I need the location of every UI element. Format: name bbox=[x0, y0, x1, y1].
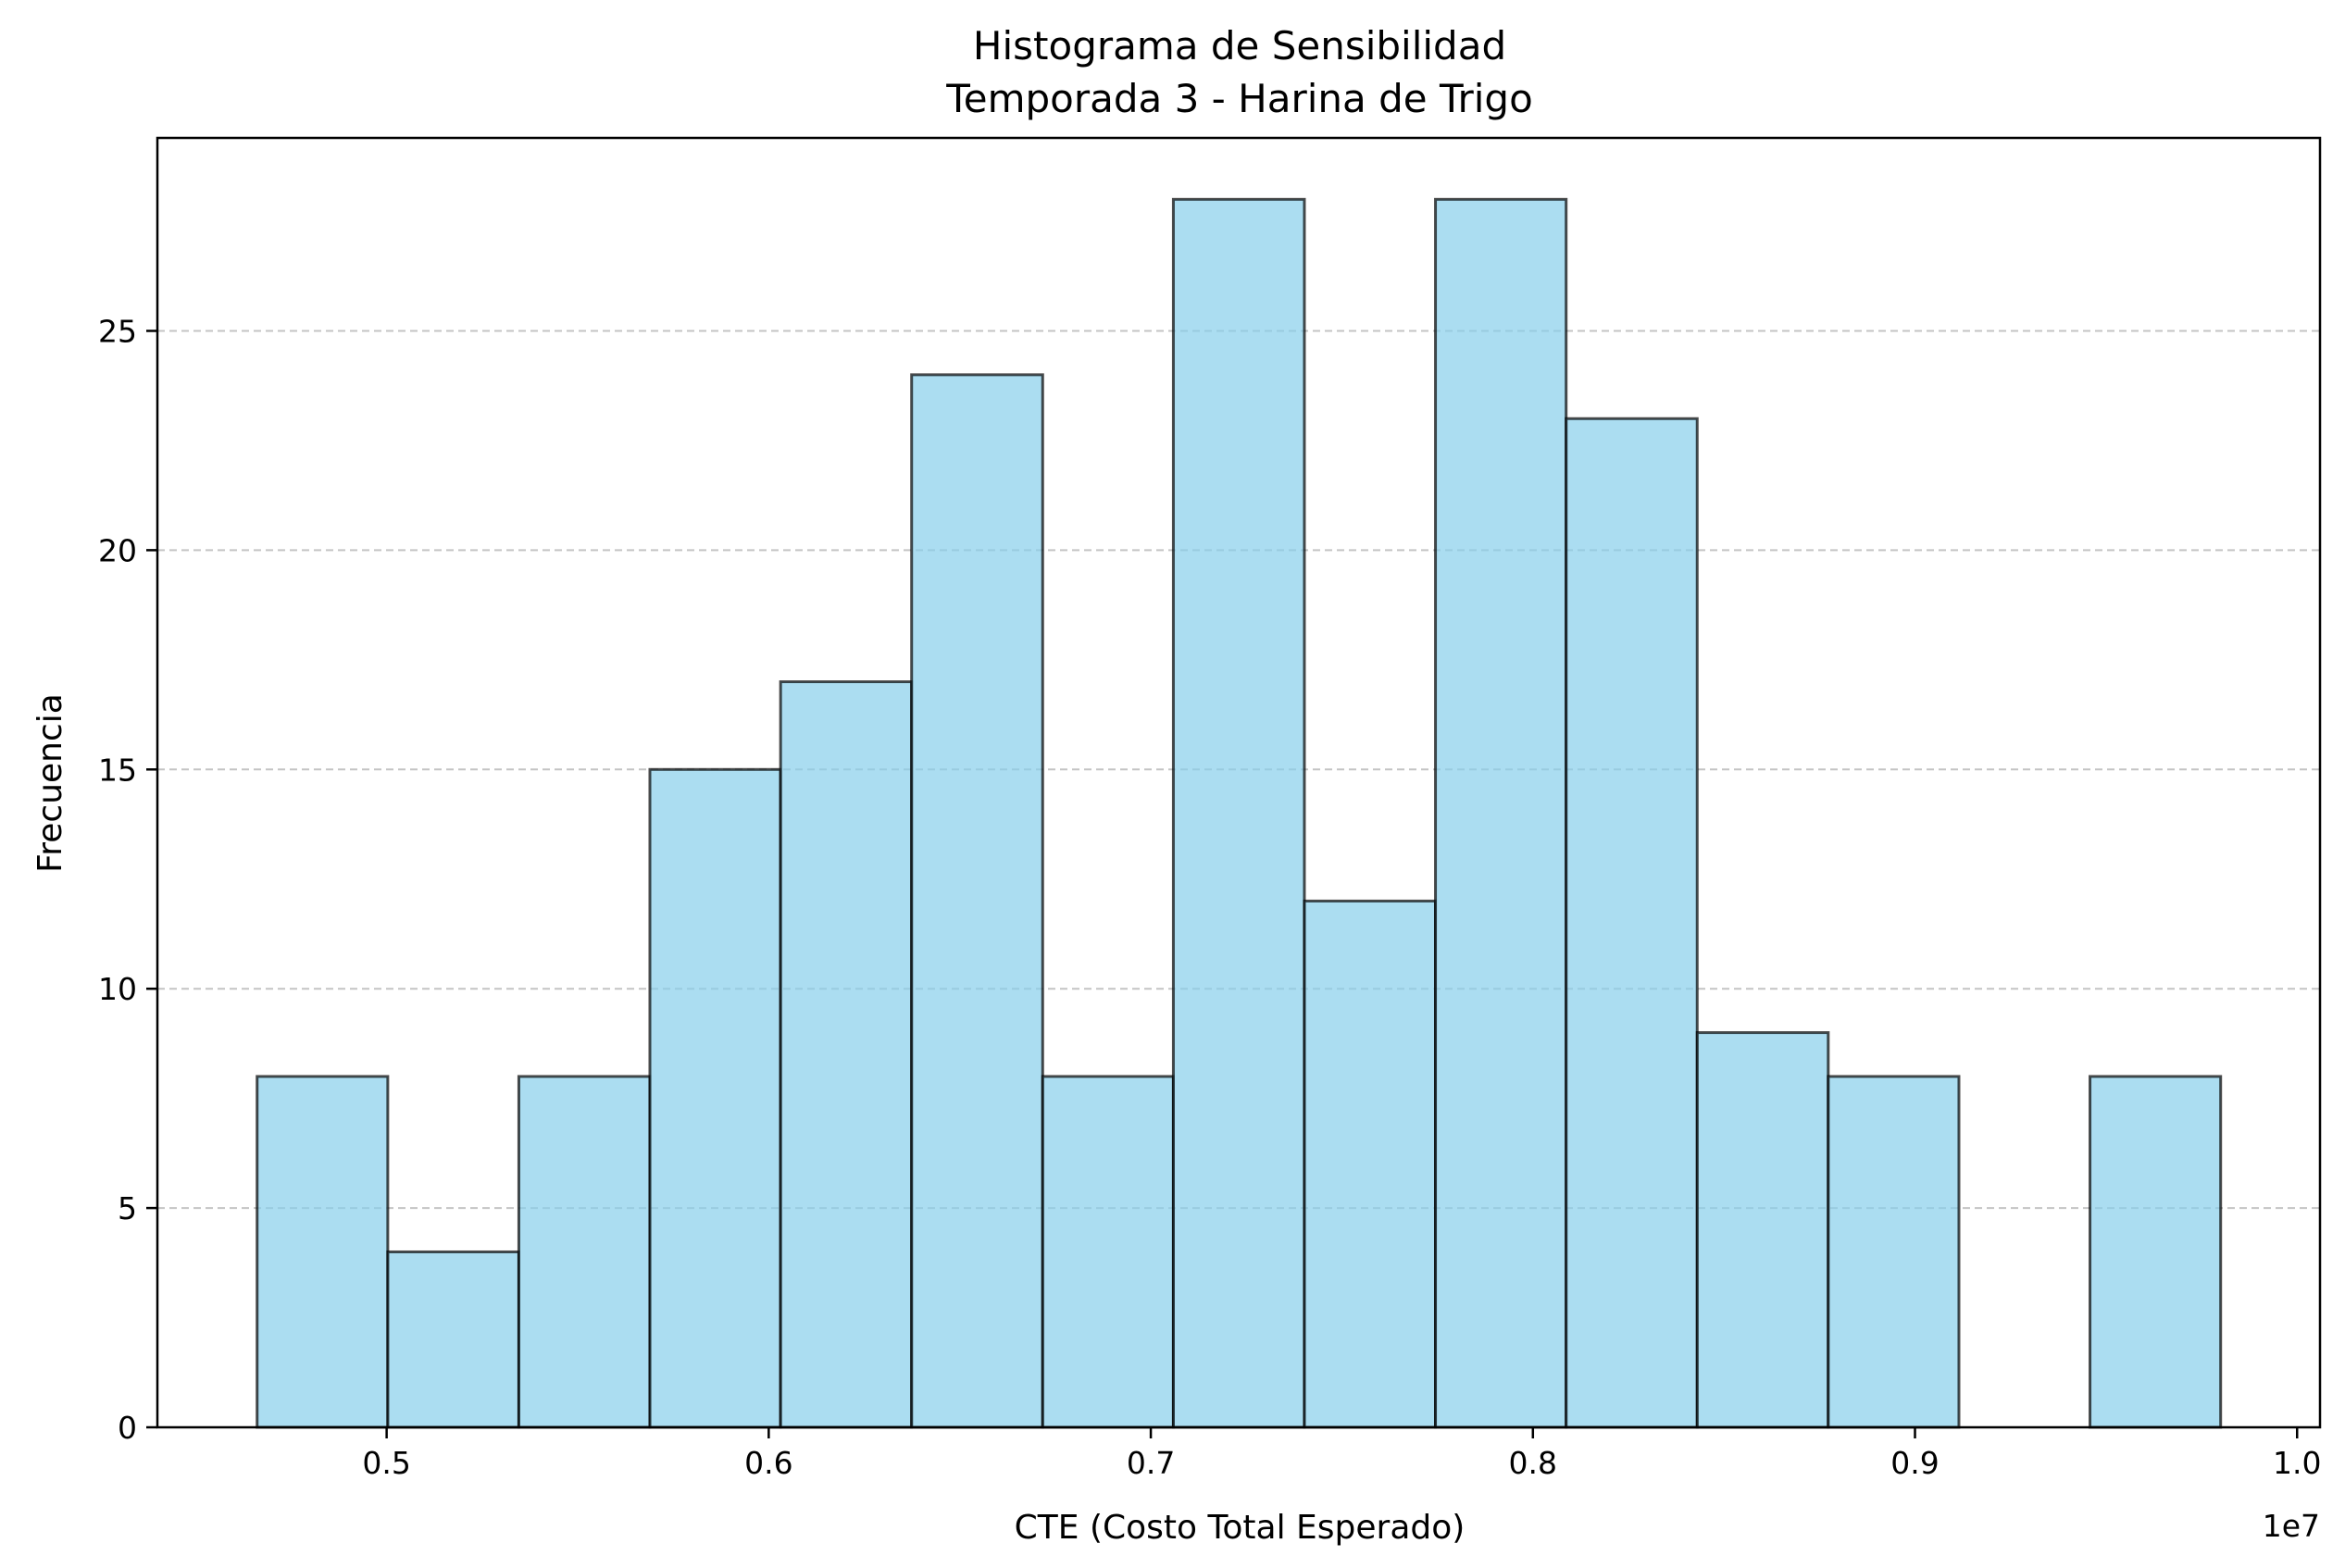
y-tick-label: 5 bbox=[118, 1190, 137, 1226]
histogram-bar bbox=[1041, 1075, 1175, 1429]
y-axis-ticks: 0 5 10 15 20 25 bbox=[98, 313, 157, 1446]
y-tick-label: 0 bbox=[118, 1410, 137, 1446]
histogram-bars bbox=[256, 197, 2223, 1429]
y-tick-label: 20 bbox=[98, 532, 137, 568]
histogram-bar bbox=[256, 1075, 390, 1429]
histogram-bar bbox=[1434, 197, 1568, 1429]
x-tick-label: 1.0 bbox=[2273, 1445, 2321, 1481]
x-tick-label: 0.8 bbox=[1509, 1445, 1557, 1481]
x-axis-offset-label: 1e7 bbox=[2263, 1508, 2320, 1544]
y-tick-label: 25 bbox=[98, 313, 137, 349]
y-axis-label: Frecuencia bbox=[31, 693, 69, 873]
x-axis-ticks: 0.5 0.6 0.7 0.8 0.9 1.0 bbox=[362, 1427, 2321, 1481]
x-axis-label: CTE (Costo Total Esperado) bbox=[1015, 1509, 1466, 1547]
histogram-bar bbox=[779, 680, 914, 1429]
y-tick-label: 10 bbox=[98, 971, 137, 1007]
x-tick-label: 0.9 bbox=[1890, 1445, 1939, 1481]
histogram-bar bbox=[1303, 899, 1438, 1429]
plot-area-frame bbox=[156, 136, 2322, 1429]
x-tick-label: 0.7 bbox=[1127, 1445, 1175, 1481]
histogram-bar bbox=[1565, 417, 1699, 1429]
histogram-bar bbox=[910, 373, 1044, 1429]
histogram-bar bbox=[2089, 1075, 2223, 1429]
histogram-bar bbox=[648, 767, 782, 1429]
histogram-bar bbox=[1695, 1031, 1830, 1429]
chart-title-line1: Histograma de Sensibilidad bbox=[973, 23, 1506, 68]
histogram-bar bbox=[517, 1075, 652, 1429]
histogram-bar bbox=[386, 1250, 520, 1429]
histogram-bar bbox=[1827, 1075, 1961, 1429]
x-tick-label: 0.6 bbox=[744, 1445, 792, 1481]
histogram-bar bbox=[1171, 197, 1306, 1429]
y-tick-label: 15 bbox=[98, 752, 137, 788]
x-tick-label: 0.5 bbox=[362, 1445, 410, 1481]
chart-title-line2: Temporada 3 - Harina de Trigo bbox=[945, 76, 1533, 121]
